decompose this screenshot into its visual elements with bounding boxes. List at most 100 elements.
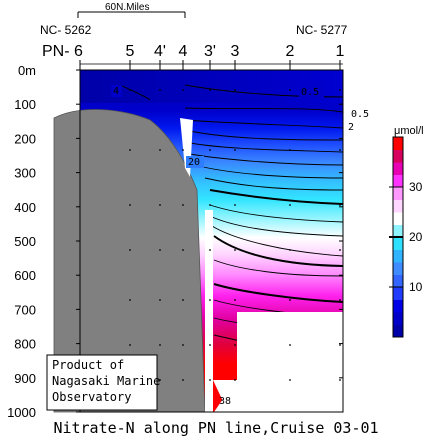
sample-point [339,379,341,381]
top-axis: 5 4' 4 3' 3 2 1 [79,43,345,70]
sample-point [129,299,131,301]
sample-point [234,379,236,381]
contour-labels: 4 0.5 0.5 2 20 38 [111,85,369,407]
contour-line [119,84,151,101]
unsampled-area [237,312,343,412]
contour-line [184,107,344,113]
colorbar-swatch [393,274,403,288]
sample-point [159,299,161,301]
scale-label: 60N.Miles [105,2,149,13]
sample-point [159,89,161,91]
sample-point [234,344,236,346]
depth-tick-label: 200 [14,131,36,146]
sample-point [182,149,184,151]
colorbar-swatch [393,149,403,163]
sample-point [182,89,184,91]
station-label: 2 [286,43,295,60]
sample-point [209,149,211,151]
depth-tick-label: 300 [14,166,36,181]
contour-label: 2 [348,122,354,133]
sample-point [289,204,291,206]
line-label: PN- 6 [42,43,83,60]
sample-point [339,204,341,206]
sample-point [182,299,184,301]
colorbar-swatch [393,237,403,250]
contour-label: 0.5 [301,87,319,98]
contour-line [213,283,344,303]
colorbar-tick-label: 30 [409,180,423,194]
sample-point [339,89,341,91]
observatory-note: Product of Nagasaki Marine Observatory [46,354,160,411]
sample-point [182,344,184,346]
contour-line [184,141,344,153]
contour-label-bg [186,156,204,168]
contour-label: 20 [188,157,200,168]
unsampled-strip [205,210,213,412]
chart-title: Nitrate-N along PN line,Cruise 03-01 [53,419,378,437]
contour-line [184,129,344,141]
colorbar-swatch [393,212,403,225]
station-label: 3 [231,43,240,60]
colorbar-swatch [393,324,403,338]
sample-point [339,299,341,301]
sample-point [182,379,184,381]
note-box [46,354,158,411]
note-line-1: Product of [52,358,124,372]
contour-lines [119,84,344,351]
depth-tick-label: 600 [14,268,36,283]
contour-line [209,189,344,205]
station-label: 5 [126,43,135,60]
sample-point [159,344,161,346]
sample-point [129,204,131,206]
contour-label: 38 [219,396,231,407]
contour-line [184,119,344,129]
colorbar-swatch [393,287,403,300]
sample-point [234,299,236,301]
sample-point [234,249,236,251]
sample-point [209,89,211,91]
colorbar: 30 20 10 μmol/l [389,125,424,338]
contour-line [213,259,344,277]
colorbar-tick-label: 20 [409,230,423,244]
colorbar-unit: μmol/l [394,125,424,137]
colorbar-swatch [393,224,403,238]
station-label: 3' [204,43,216,60]
contour-label: 4 [113,86,119,97]
contour-label: 0.5 [351,109,369,120]
sample-point [289,249,291,251]
depth-tick-label: 900 [14,371,36,386]
contour-line [184,84,344,98]
depth-tick-label: 1000 [7,405,36,420]
sample-point [234,204,236,206]
contour-label-bg [111,85,122,97]
sample-point [339,249,341,251]
colorbar-swatch [393,299,403,313]
colorbar-swatch [393,187,403,200]
sample-point [159,379,161,381]
colorbar-swatch [393,312,403,325]
contour-line [211,225,344,257]
contour-label-bg [299,86,324,98]
station-label: 4 [179,43,188,60]
sample-point [129,249,131,251]
depth-tick-label: 700 [14,302,36,317]
sample-point [289,344,291,346]
station-id-left: NC- 5262 [40,23,92,37]
sample-point [234,149,236,151]
sample-point [129,344,131,346]
sample-point [289,149,291,151]
colorbar-swatch [393,199,403,213]
sample-point [209,344,211,346]
sample-point [159,249,161,251]
sample-point [289,379,291,381]
sample-point [209,299,211,301]
unsampled-gap [252,345,276,412]
depth-tick-label: 500 [14,234,36,249]
sample-point [289,89,291,91]
station-label: 1 [336,43,345,60]
depth-tick-label: 0m [18,63,36,78]
sample-point [159,149,161,151]
seamount-left [53,109,206,413]
colorbar-swatch [393,262,403,275]
